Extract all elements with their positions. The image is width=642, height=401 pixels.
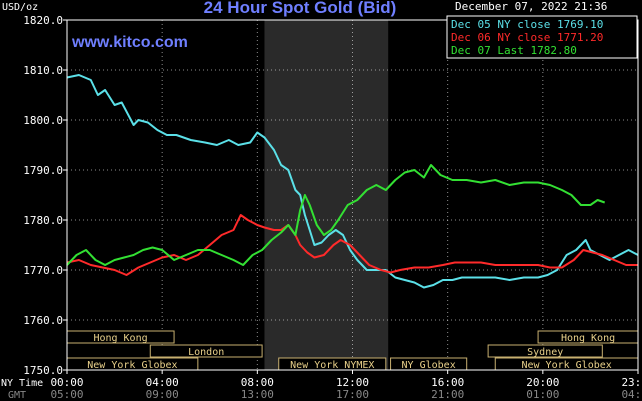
x-tick-label-gmt: 13:00 <box>241 388 274 401</box>
x-tick-label-gmt: 04:59 <box>621 388 642 401</box>
session-bar <box>149 344 263 358</box>
x-tick-label-gmt: 05:00 <box>50 388 83 401</box>
y-tick-label: 1790.0 <box>23 164 63 177</box>
session-label: London <box>188 347 224 358</box>
session-label: New York Globex <box>521 360 611 371</box>
x-tick-label-ny: 16:00 <box>431 376 464 389</box>
y-tick-label: 1820.0 <box>23 14 63 27</box>
x-tick-label-gmt: 01:00 <box>526 388 559 401</box>
session-label: New York NYMEX <box>290 360 374 371</box>
legend-entry-dec05: Dec 05 NY close 1769.10 <box>451 18 603 31</box>
y-tick-label: 1760.0 <box>23 314 63 327</box>
timestamp: December 07, 2022 21:36 <box>455 0 607 13</box>
x-tick-label-ny: 12:00 <box>336 376 369 389</box>
series-lines <box>66 74 639 289</box>
x-tick-label-ny: 08:00 <box>241 376 274 389</box>
axes: 1820.0 1810.0 1800.0 1790.0 1780.0 1770.0 1760… <box>23 14 642 401</box>
series-line-0 <box>66 74 639 289</box>
y-tick-label: 1800.0 <box>23 114 63 127</box>
y-tick-label: 1810.0 <box>23 64 63 77</box>
legend-entry-dec07: Dec 07 Last 1782.80 <box>451 44 577 57</box>
x-tick-label-ny: 20:00 <box>526 376 559 389</box>
shaded-session-region <box>264 20 389 370</box>
ny-time-label: NY Time <box>1 378 43 389</box>
y-tick-label: 1770.0 <box>23 264 63 277</box>
y-axis-unit: USD/oz <box>2 2 38 13</box>
series-line-1 <box>66 214 638 276</box>
shaded-session <box>264 20 389 370</box>
gmt-label: GMT <box>8 390 26 401</box>
x-tick-label-gmt: 09:00 <box>146 388 179 401</box>
legend: Dec 05 NY close 1769.10 Dec 06 NY close … <box>446 15 638 59</box>
watermark: www.kitco.com <box>71 34 188 51</box>
session-label: NY Globex <box>402 360 456 371</box>
x-tick-label-gmt: 17:00 <box>336 388 369 401</box>
y-tick-label: 1750.0 <box>23 364 63 377</box>
x-tick-label-ny: 04:00 <box>146 376 179 389</box>
session-label: Sydney <box>527 347 563 358</box>
chart-title: 24 Hour Spot Gold (Bid) <box>204 0 397 17</box>
session-label: Hong Kong <box>93 333 147 344</box>
session-label: Hong Kong <box>561 333 615 344</box>
x-tick-label-gmt: 21:00 <box>431 388 464 401</box>
session-bar <box>487 344 603 358</box>
series-line-2 <box>66 164 606 266</box>
y-tick-label: 1780.0 <box>23 214 63 227</box>
legend-entry-dec06: Dec 06 NY close 1771.20 <box>451 31 603 44</box>
x-tick-label-ny: 23:59 <box>621 376 642 389</box>
x-tick-label-ny: 00:00 <box>50 376 83 389</box>
session-label: New York Globex <box>87 360 177 371</box>
